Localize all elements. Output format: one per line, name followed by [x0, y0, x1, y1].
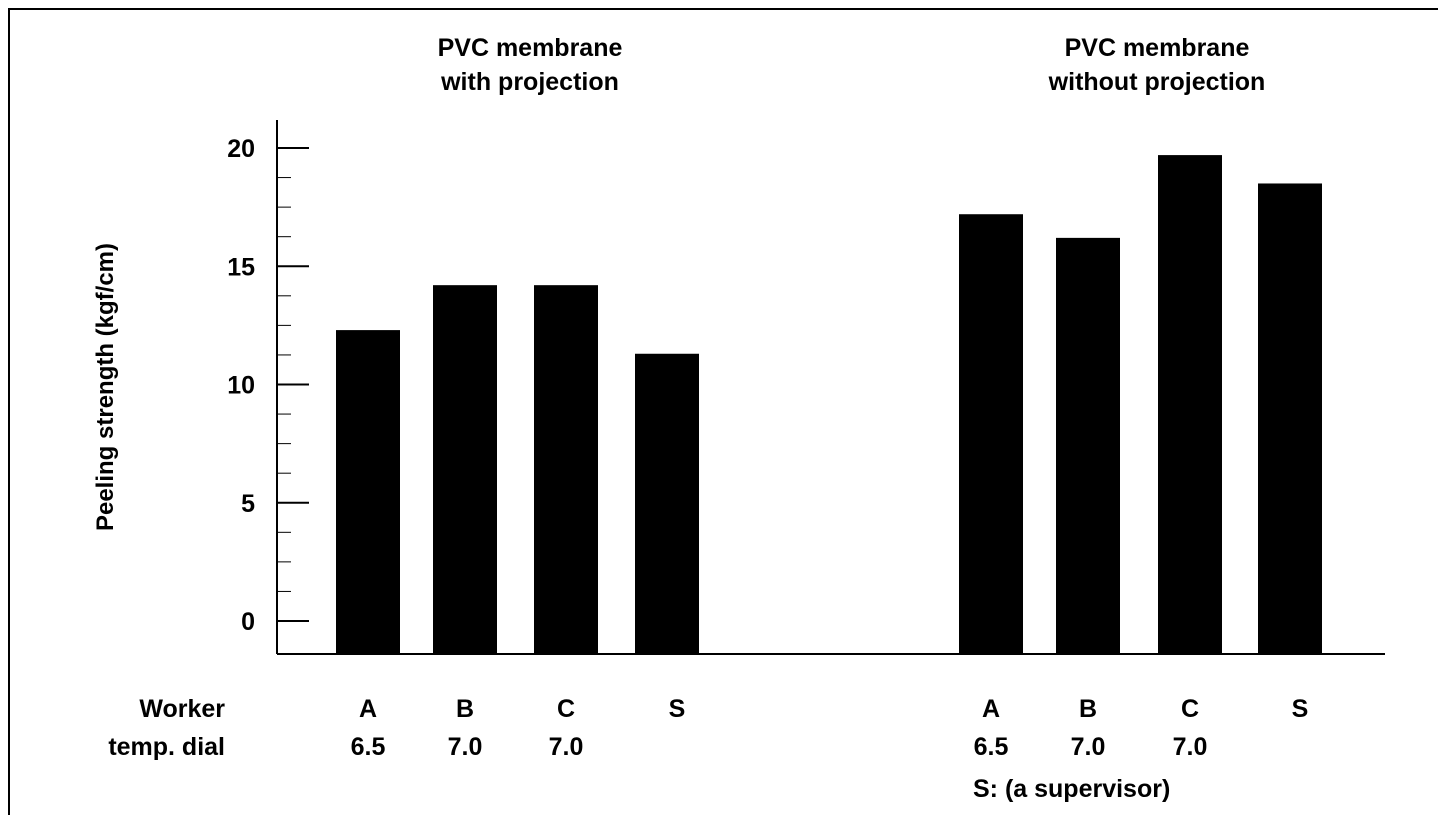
- y-tick-label: 5: [241, 490, 255, 518]
- temp-dial-label: 7.0: [1071, 733, 1106, 761]
- y-tick-label: 20: [227, 135, 255, 163]
- temp-dial-label: 6.5: [351, 733, 386, 761]
- bar-b: [433, 285, 497, 654]
- worker-label: B: [1079, 695, 1097, 723]
- worker-label: C: [557, 695, 575, 723]
- group-title-line: with projection: [440, 68, 619, 96]
- bar-s: [635, 353, 699, 654]
- worker-label: B: [456, 695, 474, 723]
- worker-label: A: [359, 695, 377, 723]
- temp-dial-label: 7.0: [1173, 733, 1208, 761]
- temp-dial-label: 7.0: [549, 733, 584, 761]
- bar-a: [336, 330, 400, 654]
- group-title-line: without projection: [1048, 68, 1266, 96]
- row-label-worker: Worker: [139, 695, 225, 723]
- worker-label: S: [1292, 695, 1309, 723]
- bar-b: [1056, 237, 1120, 654]
- group-title-line: PVC membrane: [1065, 34, 1250, 62]
- bar-a: [959, 214, 1023, 654]
- bar-c: [534, 285, 598, 654]
- temp-dial-label: 7.0: [448, 733, 483, 761]
- worker-label: S: [669, 695, 686, 723]
- y-axis-title: Peeling strength (kgf/cm): [92, 243, 119, 531]
- bar-s: [1258, 183, 1322, 654]
- footnote-supervisor: S: (a supervisor): [973, 775, 1170, 803]
- bar-c: [1158, 155, 1222, 654]
- worker-label: A: [982, 695, 1000, 723]
- row-label-temp-dial: temp. dial: [108, 733, 225, 761]
- y-tick-label: 10: [227, 372, 255, 400]
- y-tick-label: 15: [227, 253, 255, 281]
- worker-label: C: [1181, 695, 1199, 723]
- group-title-line: PVC membrane: [438, 34, 623, 62]
- y-tick-label: 0: [241, 608, 255, 636]
- chart-frame: [8, 8, 1438, 815]
- temp-dial-label: 6.5: [974, 733, 1009, 761]
